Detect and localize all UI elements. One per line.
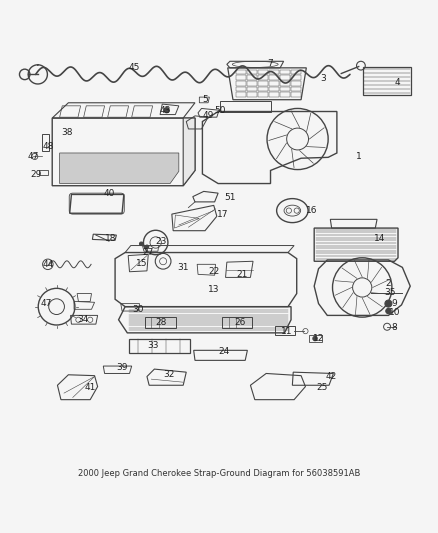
Text: 2000 Jeep Grand Cherokee Strap-Ground Diagram for 56038591AB: 2000 Jeep Grand Cherokee Strap-Ground Di… <box>78 470 360 479</box>
Text: 28: 28 <box>155 318 167 327</box>
Bar <box>280 87 290 92</box>
Bar <box>39 169 48 175</box>
Text: 32: 32 <box>163 370 174 379</box>
Bar <box>258 70 268 75</box>
Bar <box>237 87 246 92</box>
Bar <box>130 339 190 353</box>
Text: 48: 48 <box>42 142 53 151</box>
Text: 7: 7 <box>268 59 273 68</box>
Bar <box>269 92 279 97</box>
Text: 9: 9 <box>392 299 397 308</box>
Bar <box>258 81 268 86</box>
Text: 17: 17 <box>217 211 228 220</box>
Bar <box>291 92 300 97</box>
Circle shape <box>140 242 143 246</box>
Text: 11: 11 <box>281 327 293 336</box>
Bar <box>247 70 257 75</box>
Circle shape <box>313 336 317 341</box>
Bar <box>247 75 257 80</box>
Circle shape <box>164 108 169 113</box>
Bar <box>223 317 252 328</box>
Text: 42: 42 <box>326 372 337 381</box>
Bar <box>258 87 268 92</box>
Text: 4: 4 <box>394 78 400 87</box>
Bar <box>42 134 49 151</box>
Text: 13: 13 <box>208 285 219 294</box>
Bar <box>247 92 257 97</box>
Bar <box>280 92 290 97</box>
Bar <box>247 87 257 92</box>
Text: 47: 47 <box>28 152 39 161</box>
Text: 44: 44 <box>42 260 53 269</box>
Bar <box>291 87 300 92</box>
Text: 41: 41 <box>85 383 96 392</box>
Circle shape <box>145 245 149 248</box>
Text: 23: 23 <box>155 237 167 246</box>
Text: 25: 25 <box>316 383 327 392</box>
Text: 45: 45 <box>128 63 140 72</box>
Text: 39: 39 <box>117 364 128 372</box>
Bar <box>291 75 300 80</box>
Bar <box>291 70 300 75</box>
Text: 35: 35 <box>385 288 396 297</box>
Text: 27: 27 <box>143 248 154 257</box>
Text: 33: 33 <box>147 342 159 351</box>
Bar <box>275 326 294 335</box>
Bar <box>280 81 290 86</box>
Text: 31: 31 <box>177 263 189 272</box>
Circle shape <box>385 300 392 307</box>
Bar <box>258 75 268 80</box>
Text: 1: 1 <box>356 152 362 161</box>
Text: 38: 38 <box>61 127 73 136</box>
Text: 40: 40 <box>103 189 115 198</box>
Polygon shape <box>60 153 179 183</box>
Bar <box>237 81 246 86</box>
Text: 8: 8 <box>392 323 397 332</box>
Text: 26: 26 <box>234 318 246 327</box>
Text: 22: 22 <box>208 267 219 276</box>
Text: 51: 51 <box>224 193 236 202</box>
Text: 18: 18 <box>105 233 117 243</box>
Text: 43: 43 <box>160 106 171 115</box>
Circle shape <box>386 309 391 313</box>
Text: 34: 34 <box>77 315 88 324</box>
Text: 16: 16 <box>306 206 317 215</box>
Text: 30: 30 <box>132 305 144 314</box>
Bar <box>237 92 246 97</box>
Text: 50: 50 <box>214 106 226 115</box>
Bar <box>280 75 290 80</box>
Bar <box>258 92 268 97</box>
Bar <box>269 81 279 86</box>
Bar <box>237 70 246 75</box>
Text: 3: 3 <box>320 74 326 83</box>
Bar <box>145 317 176 328</box>
Bar <box>269 75 279 80</box>
Bar <box>269 87 279 92</box>
Text: 47: 47 <box>41 299 52 308</box>
Bar <box>280 70 290 75</box>
Text: 29: 29 <box>31 171 42 179</box>
Text: 10: 10 <box>389 308 400 317</box>
Bar <box>237 75 246 80</box>
Text: 24: 24 <box>219 347 230 356</box>
Text: 5: 5 <box>202 95 208 104</box>
Bar <box>308 335 322 342</box>
Bar <box>247 81 257 86</box>
Text: 15: 15 <box>135 259 147 268</box>
Bar <box>269 70 279 75</box>
Text: 2: 2 <box>385 279 391 288</box>
Polygon shape <box>183 118 195 185</box>
Text: 14: 14 <box>374 233 385 243</box>
Text: 21: 21 <box>236 270 247 279</box>
Bar <box>291 81 300 86</box>
Text: 12: 12 <box>313 334 324 343</box>
Text: 49: 49 <box>202 111 214 120</box>
